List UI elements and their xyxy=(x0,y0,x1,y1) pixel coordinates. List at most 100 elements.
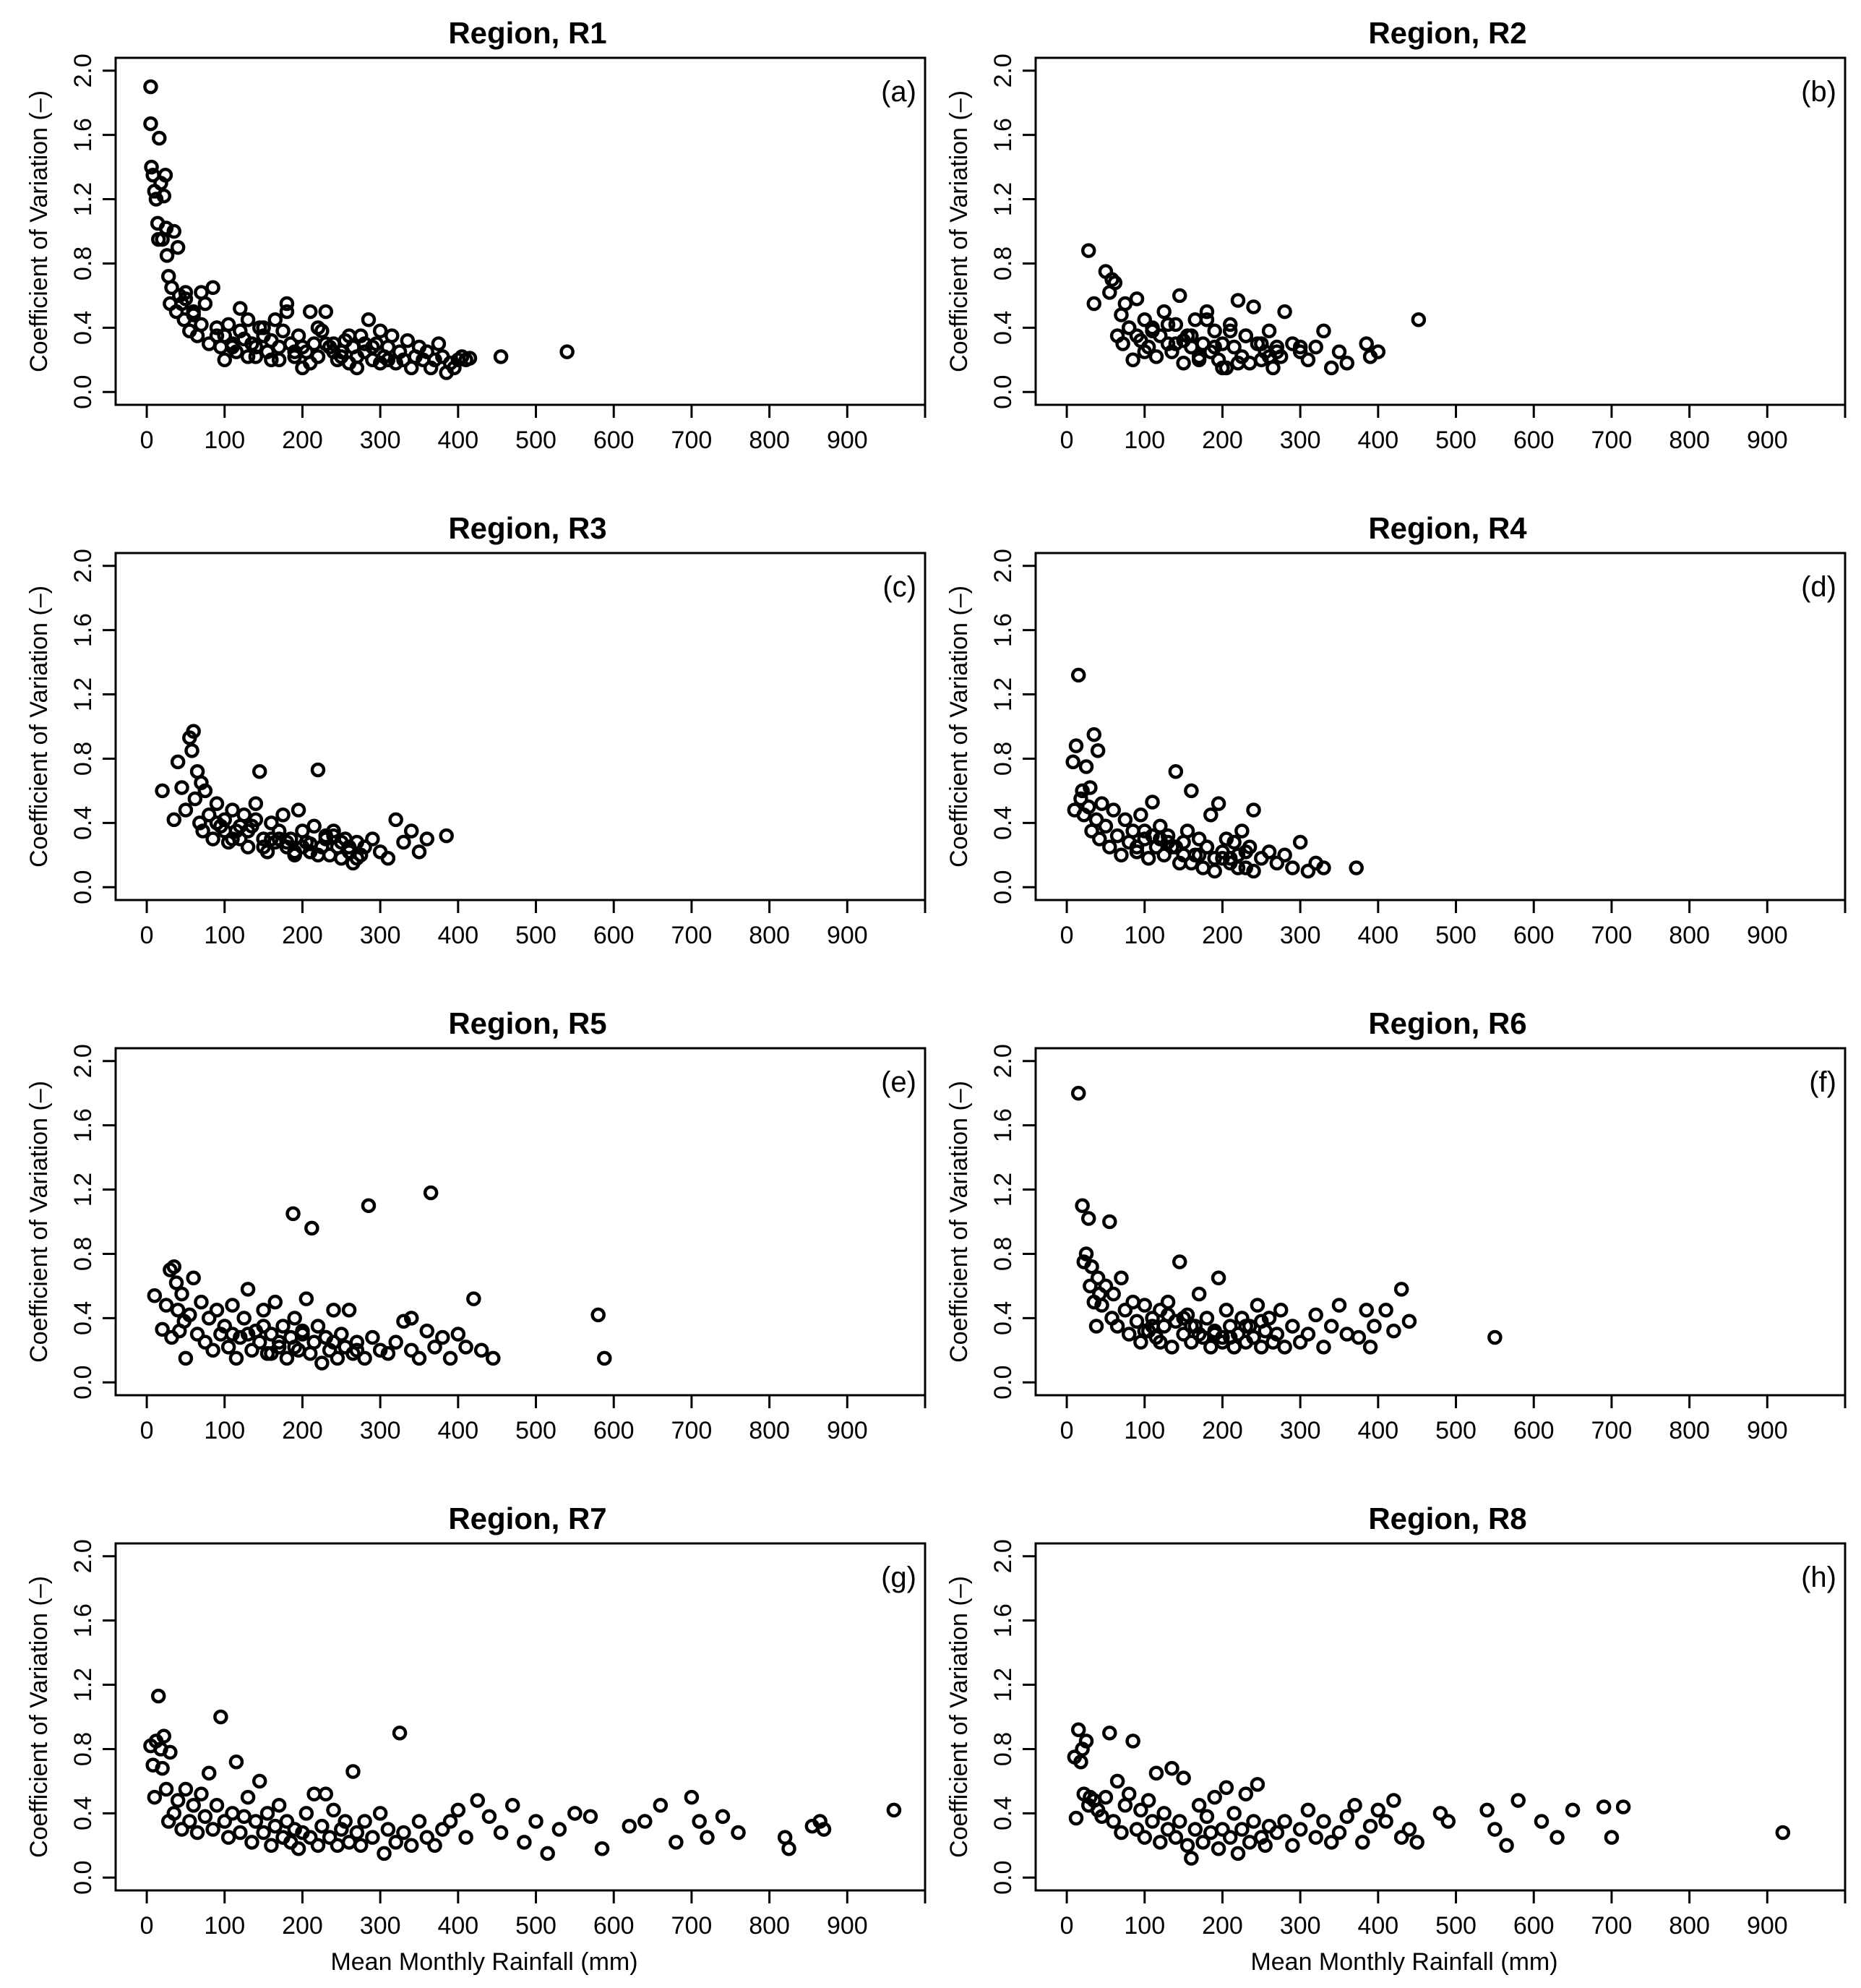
data-point xyxy=(1153,1334,1168,1350)
data-point xyxy=(1184,328,1199,343)
x-tick-label: 300 xyxy=(1280,1417,1321,1444)
data-point xyxy=(1367,1319,1382,1334)
data-point xyxy=(1565,1802,1581,1818)
panel-label: (g) xyxy=(881,1561,916,1593)
data-point xyxy=(166,1259,182,1274)
data-point xyxy=(1370,1802,1386,1818)
data-point xyxy=(1107,275,1123,291)
data-point xyxy=(1207,339,1222,355)
x-tick-label: 200 xyxy=(282,427,323,454)
x-tick-label: 400 xyxy=(1357,922,1398,949)
data-point xyxy=(1084,1259,1099,1274)
data-point xyxy=(1195,860,1211,875)
y-tick-label: 1.2 xyxy=(69,1668,97,1702)
data-point xyxy=(267,1294,283,1310)
data-point xyxy=(1230,860,1246,875)
data-point xyxy=(528,1814,543,1829)
x-tick-label: 500 xyxy=(515,922,556,949)
data-point xyxy=(271,352,287,368)
data-point xyxy=(435,1822,450,1837)
data-point xyxy=(349,850,365,866)
x-tick-label: 0 xyxy=(140,1912,154,1940)
data-point xyxy=(318,336,334,351)
data-point xyxy=(435,1329,450,1345)
data-point xyxy=(174,1286,189,1302)
data-point xyxy=(1070,1085,1086,1101)
data-point xyxy=(1176,355,1191,371)
panel-label: (f) xyxy=(1809,1066,1836,1098)
data-point xyxy=(1094,1809,1109,1825)
data-point xyxy=(1092,831,1107,847)
data-point xyxy=(1176,1327,1191,1342)
data-point xyxy=(427,1340,442,1355)
x-tick-label: 700 xyxy=(1591,1912,1633,1940)
data-point xyxy=(1191,847,1207,863)
data-point xyxy=(1153,831,1168,847)
data-point xyxy=(147,1789,163,1805)
data-point xyxy=(174,1822,189,1837)
data-point xyxy=(287,1340,302,1355)
data-point xyxy=(209,1797,225,1813)
data-point xyxy=(349,1334,365,1350)
data-point xyxy=(1219,831,1234,847)
data-point xyxy=(228,1350,244,1366)
data-point xyxy=(217,352,233,368)
data-point xyxy=(1078,1734,1094,1749)
data-point xyxy=(1191,831,1207,847)
data-point xyxy=(1254,336,1269,351)
x-tick-label: 200 xyxy=(282,1912,323,1940)
data-point xyxy=(271,823,287,839)
data-point xyxy=(816,1822,832,1837)
data-point xyxy=(1137,312,1153,327)
data-point xyxy=(264,815,279,831)
data-point xyxy=(220,317,236,333)
data-point xyxy=(622,1818,637,1834)
data-point xyxy=(692,1814,707,1829)
data-point xyxy=(462,351,478,366)
data-point xyxy=(353,1838,369,1854)
x-tick-label: 500 xyxy=(515,1912,556,1940)
data-point xyxy=(458,1340,473,1355)
data-point xyxy=(326,1802,341,1818)
data-point xyxy=(244,1342,259,1358)
data-point xyxy=(1386,1793,1401,1808)
data-point xyxy=(1258,1838,1273,1854)
chart-title: Region, R3 xyxy=(448,511,606,545)
data-point xyxy=(271,831,287,847)
panel-label: (e) xyxy=(881,1066,916,1098)
data-point xyxy=(419,1323,435,1339)
data-point xyxy=(1440,1814,1456,1829)
chart-title: Region, R8 xyxy=(1368,1501,1526,1535)
data-point xyxy=(1090,743,1106,758)
data-point xyxy=(1098,1789,1114,1805)
data-point xyxy=(271,1797,287,1813)
panel-label: (a) xyxy=(881,76,916,108)
data-point xyxy=(318,304,334,320)
data-point xyxy=(1133,807,1148,823)
data-point xyxy=(1277,304,1292,320)
data-point xyxy=(1133,1802,1148,1818)
data-point xyxy=(1211,1270,1226,1286)
data-point xyxy=(306,336,322,351)
data-point xyxy=(1184,855,1199,871)
data-point xyxy=(252,1773,267,1789)
x-tick-label: 100 xyxy=(204,1417,245,1444)
data-point xyxy=(1323,1835,1339,1850)
data-point xyxy=(1140,850,1156,866)
x-tick-label: 100 xyxy=(1124,922,1165,949)
data-point xyxy=(302,1830,318,1845)
panel-label: (d) xyxy=(1801,571,1836,603)
plot-frame xyxy=(114,1542,927,1892)
data-point xyxy=(372,323,388,339)
data-point xyxy=(1137,1830,1153,1845)
data-point xyxy=(1339,1327,1355,1342)
data-point xyxy=(1269,855,1285,871)
scatter-series xyxy=(1065,667,1364,879)
data-point xyxy=(442,1814,458,1829)
scatter-series xyxy=(155,724,454,871)
y-tick-label: 0.4 xyxy=(69,1796,97,1830)
data-point xyxy=(163,1744,178,1760)
y-tick-label: 2.0 xyxy=(69,53,97,87)
data-point xyxy=(1164,1760,1179,1776)
data-point xyxy=(1226,1806,1242,1821)
